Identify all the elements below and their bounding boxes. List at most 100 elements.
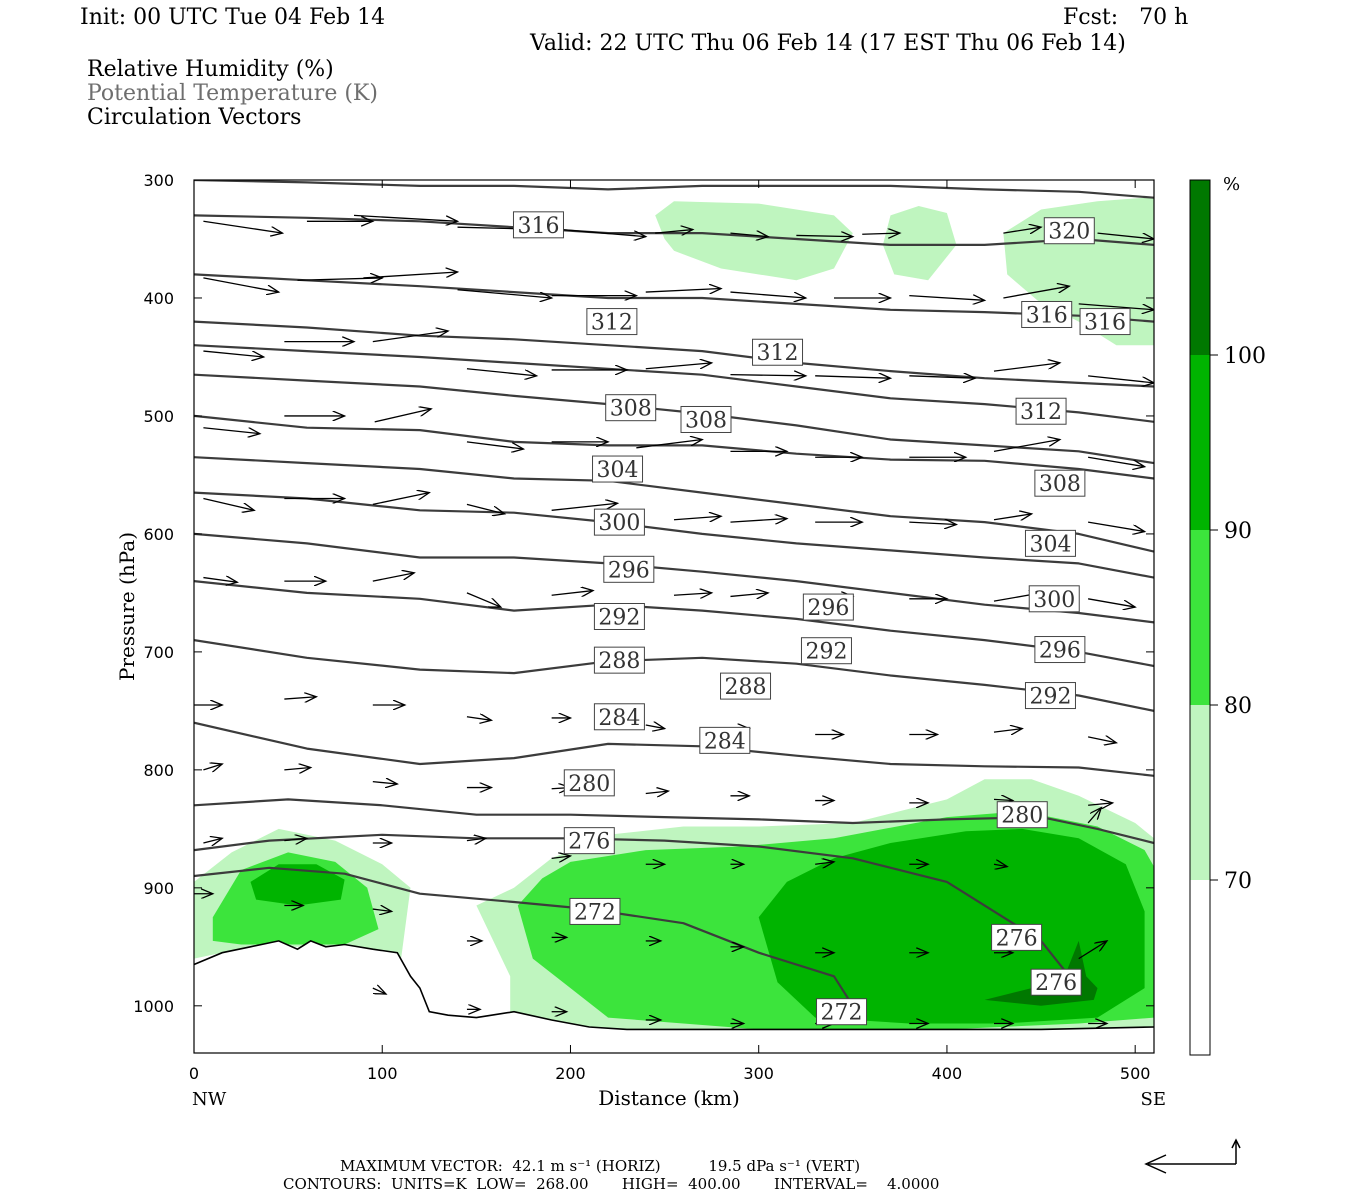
circulation-vector: [1088, 521, 1144, 531]
isentrope-label: 280: [563, 769, 615, 797]
isentrope-332: [194, 180, 1154, 199]
isentrope-label: 304: [1024, 529, 1076, 557]
isentrope-280: [194, 798, 1154, 845]
isentrope-label: 288: [720, 672, 772, 700]
colorbar-segment: [1190, 180, 1210, 355]
circulation-vector: [815, 862, 834, 864]
contour-info: CONTOURS: UNITS=K LOW= 268.00 HIGH= 400.…: [283, 1175, 940, 1193]
rh-region-70-80: [655, 201, 853, 281]
field-potential-temperature: Potential Temperature (K): [87, 81, 378, 106]
circulation-vector: [993, 440, 1060, 452]
x-tick-label: 400: [932, 1064, 963, 1083]
isentrope-label: 308: [680, 405, 732, 433]
isentrope-label-text: 292: [598, 606, 640, 631]
isentrope-288: [194, 639, 1154, 712]
isentrope-label-text: 320: [1048, 220, 1090, 245]
circulation-vector: [203, 427, 259, 434]
isentrope-label-text: 316: [1084, 311, 1126, 336]
isentrope-label: 272: [816, 998, 868, 1026]
circulation-vector: [466, 592, 501, 607]
isentrope-label: 296: [1034, 636, 1086, 664]
circulation-vector: [645, 725, 665, 729]
x-tick-label: 300: [743, 1064, 774, 1083]
circulation-vector: [203, 220, 282, 233]
circulation-vector: [1088, 456, 1144, 466]
rh-region-70-80: [882, 206, 957, 281]
isentrope-label: 316: [512, 211, 564, 239]
circulation-vector: [862, 233, 900, 234]
circulation-vector: [730, 233, 768, 237]
circulation-vector: [993, 864, 1007, 866]
max-vector-legend-icon: [1144, 1138, 1241, 1174]
isentrope-324: [194, 273, 1154, 323]
circulation-vector: [993, 514, 1032, 520]
isentrope-label: 292: [1024, 682, 1076, 710]
forecast-hour: Fcst: 70 h: [1063, 5, 1189, 30]
isentrope-label-text: 284: [704, 729, 746, 754]
x-tick-label: 200: [555, 1064, 586, 1083]
circulation-vector: [796, 235, 852, 236]
circulation-vector: [909, 296, 984, 301]
circulation-vector: [372, 909, 392, 911]
isentrope-312: [194, 373, 1154, 465]
isentrope-label-text: 300: [1033, 588, 1075, 613]
circulation-vector: [466, 838, 486, 840]
circulation-vector: [363, 272, 457, 279]
circulation-vector: [815, 376, 890, 378]
plot-frame: [193, 179, 1155, 1054]
valid-time: Valid: 22 UTC Thu 06 Feb 14 (17 EST Thu …: [530, 31, 1126, 56]
x-tick-label: 100: [367, 1064, 398, 1083]
isentrope-label: 312: [586, 308, 638, 336]
circulation-vector: [372, 988, 386, 994]
y-tick-label: 1000: [133, 997, 174, 1016]
colorbar-level-label: 70: [1224, 869, 1252, 894]
circulation-vector: [203, 277, 278, 292]
y-tick-label: 500: [143, 407, 174, 426]
isentrope-label: 308: [605, 394, 657, 422]
circulation-vector: [551, 856, 571, 858]
isentrope-label-text: 296: [807, 596, 849, 621]
circulation-vector: [1088, 598, 1135, 607]
isentrope-label: 280: [996, 801, 1048, 829]
colorbar-level-label: 100: [1224, 344, 1266, 369]
isentrope-label: 292: [593, 603, 645, 631]
isentrope-320: [194, 320, 1154, 388]
circulation-vector: [203, 350, 263, 357]
isentrope-label: 288: [593, 646, 645, 674]
isentrope-label-text: 296: [608, 558, 650, 583]
circulation-vector: [1003, 286, 1069, 299]
circulation-vector: [993, 363, 1060, 372]
max-vector-note: MAXIMUM VECTOR: 42.1 m s⁻¹ (HORIZ) 19.5 …: [340, 1157, 861, 1175]
isentrope-label: 276: [1030, 968, 1082, 996]
isentrope-label: 312: [1015, 397, 1067, 425]
circulation-vector: [636, 440, 702, 449]
colorbar-level-label: 90: [1224, 519, 1252, 544]
x-end-label-nw: NW: [192, 1089, 227, 1110]
isentrope-label-text: 292: [1029, 685, 1071, 710]
isentrope-label-text: 304: [1029, 532, 1071, 557]
circulation-vector: [551, 591, 593, 596]
colorbar-segment: [1190, 355, 1210, 530]
circulation-vector: [466, 503, 505, 513]
circulation-vector: [466, 441, 523, 449]
y-tick-label: 800: [143, 761, 174, 780]
x-tick-label: 500: [1120, 1064, 1151, 1083]
colorbar-frame: [1189, 179, 1211, 1056]
rh-region-90-100: [250, 864, 345, 906]
circulation-vector: [372, 573, 414, 582]
isentrope-label-text: 276: [568, 830, 610, 855]
isentrope-label-text: 304: [597, 458, 639, 483]
circulation-vector: [203, 838, 222, 843]
circulation-vector: [673, 516, 721, 520]
circulation-vector: [645, 289, 721, 293]
circulation-vector: [457, 289, 552, 298]
isentrope-label: 292: [800, 637, 852, 665]
isentrope-label-text: 276: [996, 926, 1038, 951]
circulation-vector: [1087, 737, 1116, 743]
isentrope-label-text: 308: [610, 397, 652, 422]
circulation-vector: [284, 768, 310, 770]
circulation-vector: [730, 291, 805, 298]
isentrope-label: 272: [569, 897, 621, 925]
isentrope-label: 276: [991, 923, 1043, 951]
